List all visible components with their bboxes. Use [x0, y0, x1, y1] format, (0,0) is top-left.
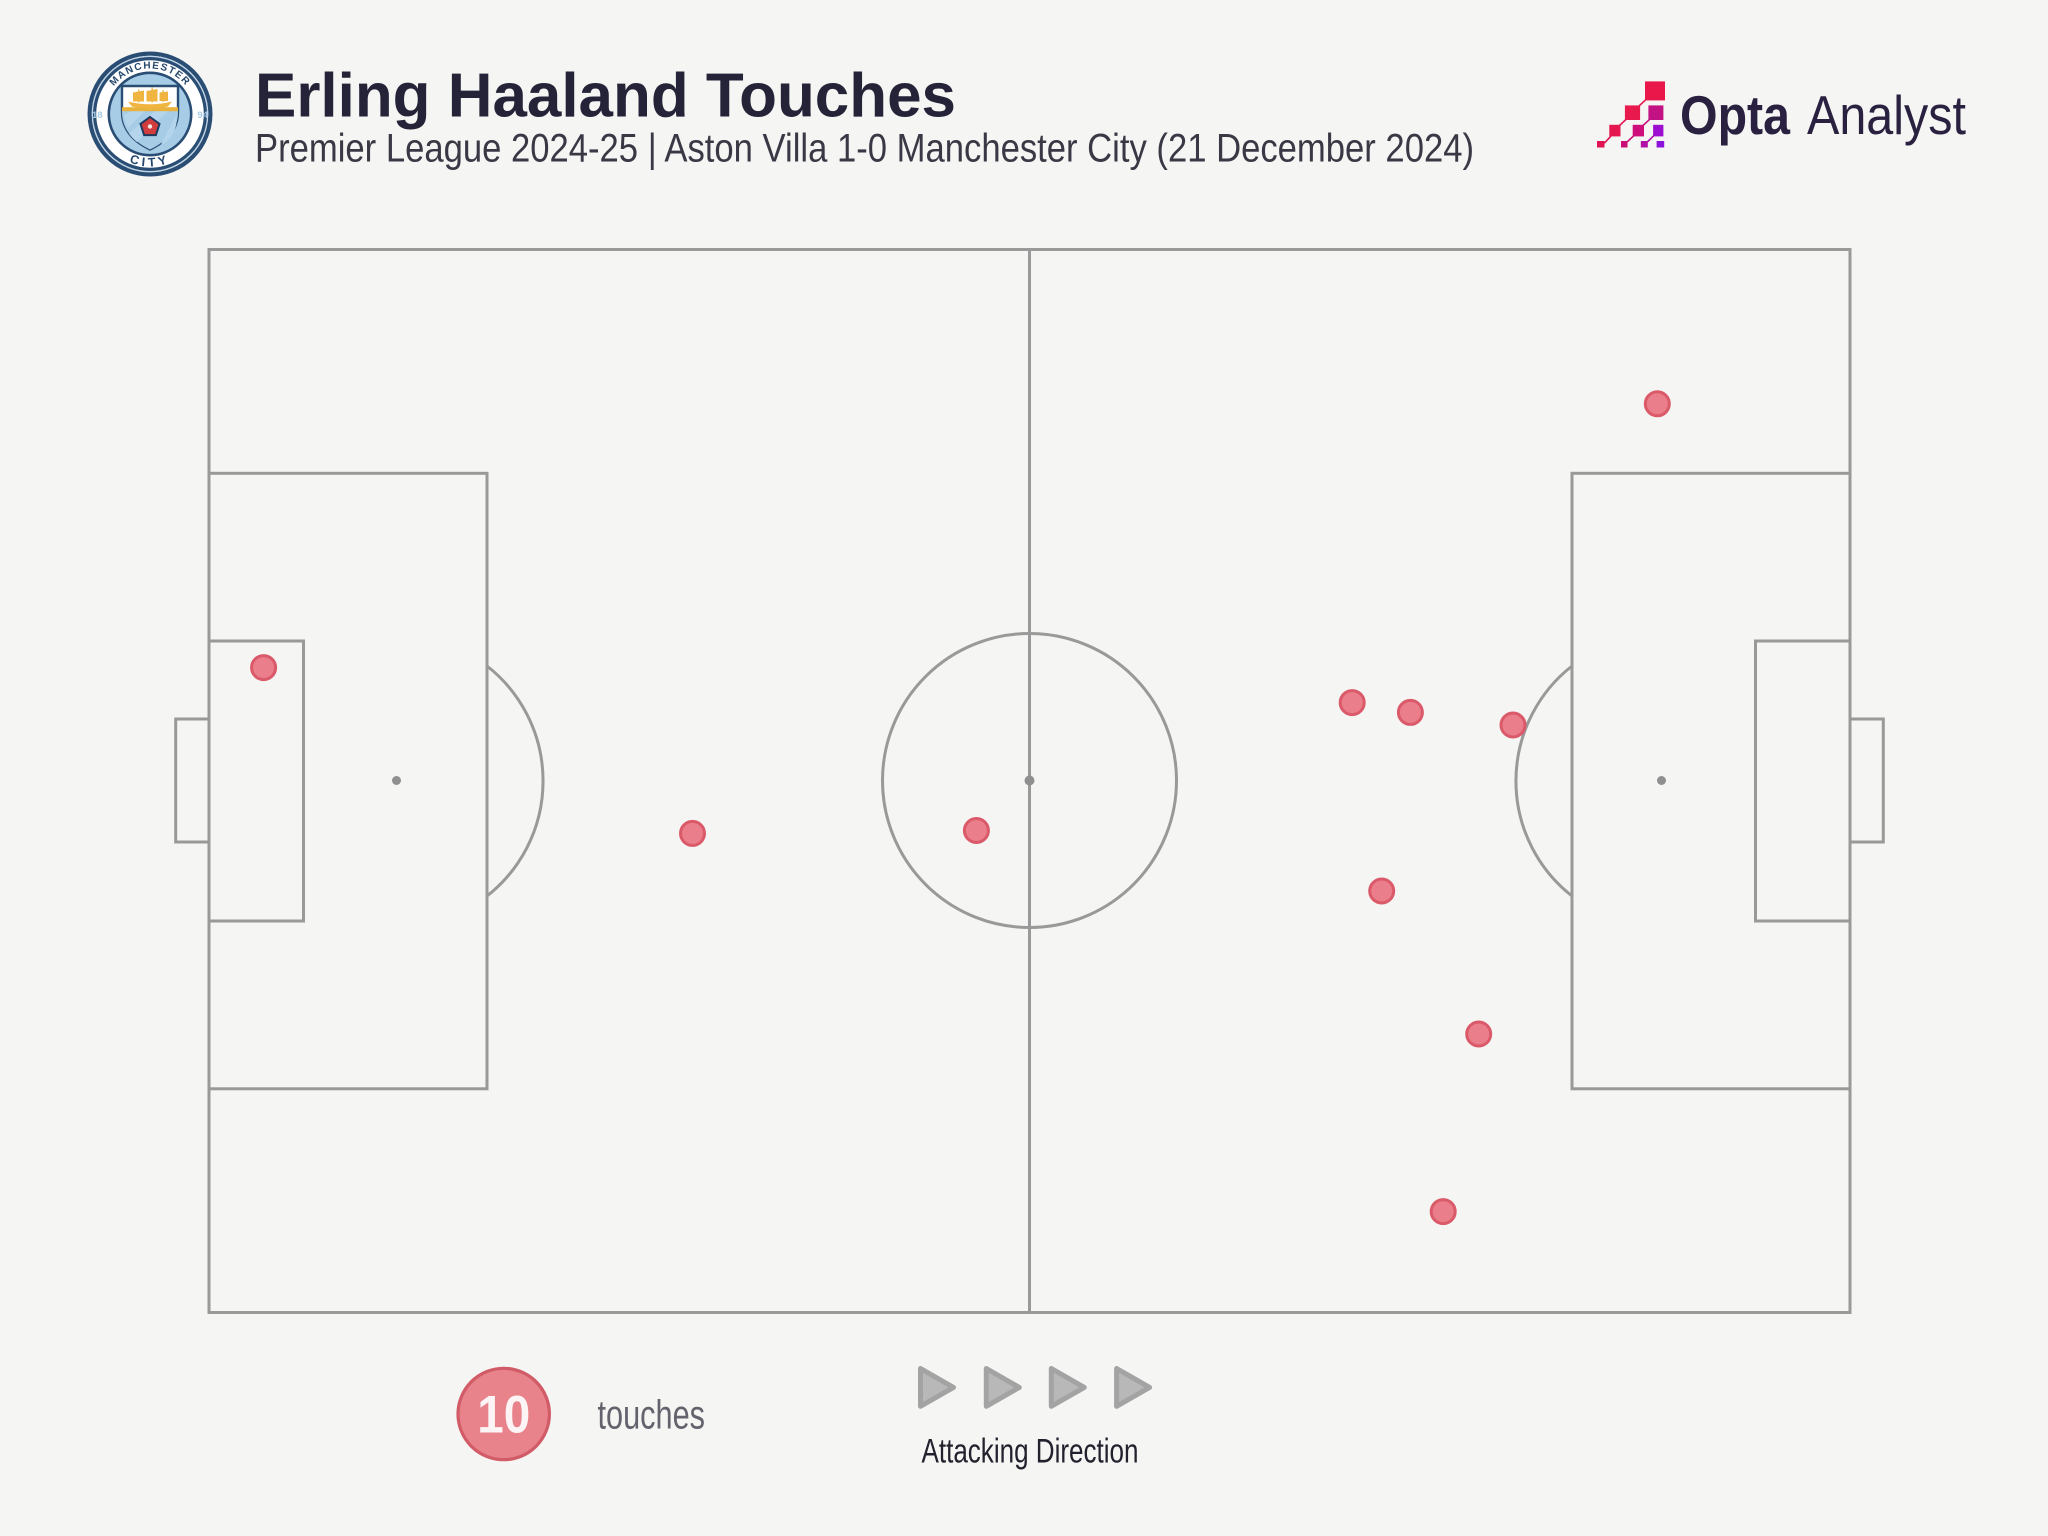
svg-text:10: 10 — [477, 1386, 530, 1445]
svg-text:94: 94 — [197, 110, 208, 121]
svg-text:CITY: CITY — [128, 152, 171, 170]
svg-text:touches: touches — [598, 1392, 706, 1438]
svg-text:Analyst: Analyst — [1807, 84, 1966, 146]
svg-text:Opta: Opta — [1680, 84, 1790, 146]
svg-text:Attacking Direction: Attacking Direction — [922, 1433, 1139, 1471]
svg-text:18: 18 — [92, 110, 103, 121]
svg-text:Erling Haaland Touches: Erling Haaland Touches — [255, 62, 956, 131]
svg-text:Premier League 2024-25 | Aston: Premier League 2024-25 | Aston Villa 1-0… — [255, 126, 1474, 170]
